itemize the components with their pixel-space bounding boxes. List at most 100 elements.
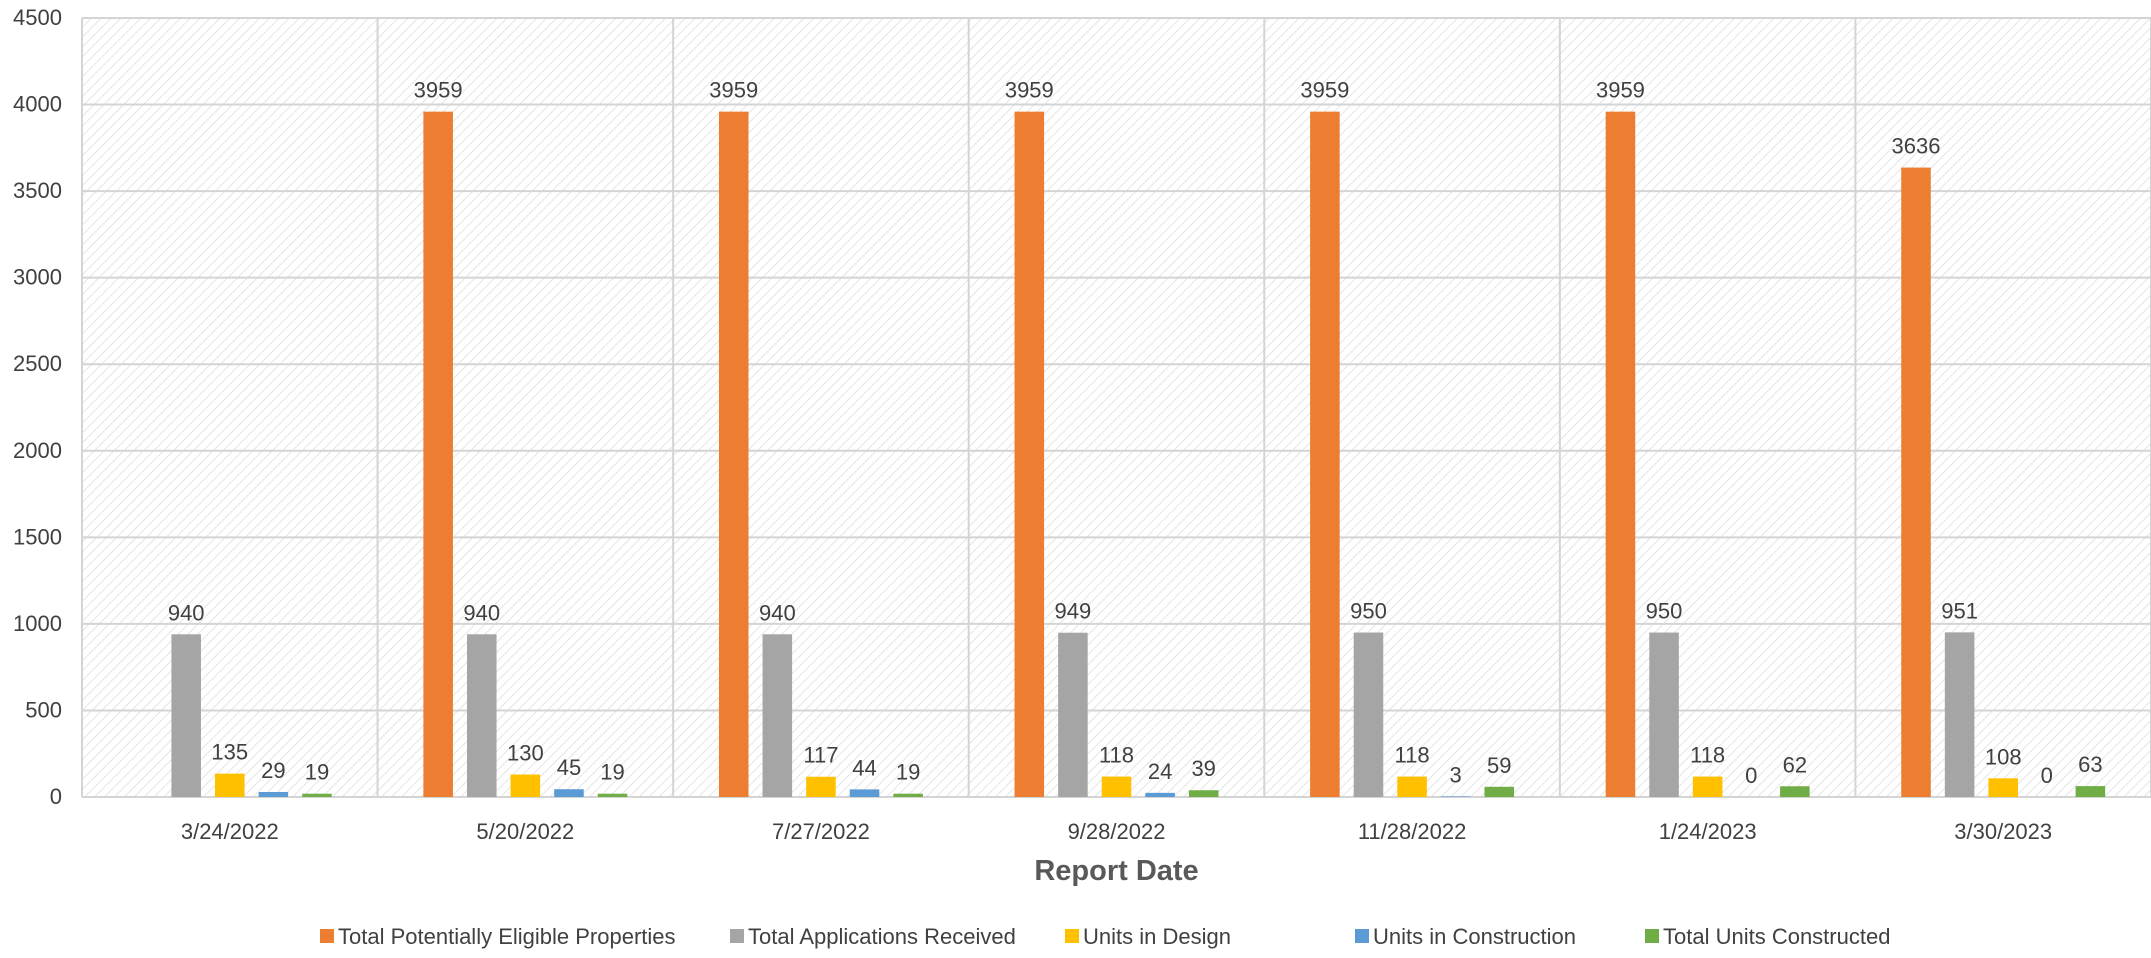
bar [510, 774, 541, 797]
bar [1397, 776, 1427, 797]
y-tick-label: 3500 [13, 178, 62, 203]
legend: Total Potentially Eligible Properties Tot… [320, 924, 1890, 949]
x-tick-label: 1/24/2023 [1659, 819, 1757, 844]
y-tick-label: 1500 [13, 524, 62, 549]
bar [1101, 776, 1132, 797]
data-label: 3959 [1300, 78, 1349, 103]
data-label: 0 [1745, 763, 1757, 788]
data-label: 3 [1450, 762, 1462, 787]
x-tick-label: 11/28/2022 [1358, 819, 1466, 844]
bar [1484, 786, 1515, 797]
data-label: 3959 [1005, 78, 1054, 103]
x-tick-label: 5/20/2022 [476, 819, 574, 844]
data-label: 949 [1055, 599, 1092, 624]
plot-area-background [82, 18, 2151, 797]
bar [215, 773, 245, 797]
data-label: 19 [600, 760, 624, 785]
legend-swatch [1645, 929, 1659, 943]
bar [1692, 776, 1723, 797]
bar [1058, 632, 1088, 797]
bar [466, 634, 497, 797]
x-tick-label: 7/27/2022 [772, 819, 870, 844]
y-axis-tick-labels: 0 500 1000 1500 2000 2500 3000 3500 4000 4500 [13, 5, 62, 809]
x-tick-label: 3/24/2022 [181, 819, 279, 844]
legend-swatch [1065, 929, 1079, 943]
legend-item: Total Units Constructed [1645, 924, 1890, 949]
bar [554, 789, 584, 797]
data-label: 29 [261, 758, 285, 783]
y-tick-label: 3000 [13, 265, 62, 290]
bar [1605, 111, 1636, 797]
bars [171, 111, 2106, 797]
data-label: 62 [1783, 752, 1807, 777]
bar [597, 793, 628, 797]
data-label: 118 [1395, 743, 1430, 768]
y-tick-label: 500 [25, 697, 62, 722]
bar [893, 793, 923, 797]
x-axis-tick-labels: 3/24/2022 5/20/2022 7/27/2022 9/28/2022 11/2… [181, 819, 2052, 844]
bar [1649, 632, 1679, 797]
data-label: 45 [557, 755, 581, 780]
data-label: 940 [759, 600, 796, 625]
legend-item: Total Potentially Eligible Properties [320, 924, 676, 949]
bar [1353, 632, 1384, 797]
legend-swatch [730, 929, 744, 943]
data-label: 3959 [1596, 78, 1645, 103]
data-label: 59 [1487, 753, 1511, 778]
data-label: 108 [1985, 744, 2022, 769]
data-label: 951 [1941, 598, 1978, 623]
data-label: 118 [1690, 743, 1725, 768]
bar [171, 634, 201, 797]
legend-item: Units in Construction [1355, 924, 1576, 949]
data-label: 0 [2041, 763, 2053, 788]
bar [1780, 786, 1810, 797]
bar [718, 111, 749, 797]
data-label: 44 [852, 755, 876, 780]
y-tick-label: 1000 [13, 611, 62, 636]
legend-label: Total Units Constructed [1663, 924, 1890, 949]
bar [2075, 786, 2106, 797]
bar [302, 793, 332, 797]
data-label: 118 [1099, 743, 1134, 768]
legend-swatch [320, 929, 334, 943]
bar [806, 776, 836, 797]
bar [1944, 632, 1975, 797]
x-axis-title: Report Date [1034, 855, 1198, 887]
bar [849, 789, 880, 797]
y-tick-label: 4500 [13, 5, 62, 30]
bar [1310, 111, 1340, 797]
bar [1440, 796, 1471, 797]
bar [1014, 111, 1045, 797]
data-label: 19 [896, 760, 920, 785]
bar [1145, 792, 1175, 797]
legend-label: Units in Construction [1373, 924, 1576, 949]
legend-swatch [1355, 929, 1369, 943]
y-tick-label: 2000 [13, 438, 62, 463]
data-label: 24 [1148, 759, 1172, 784]
bar [762, 634, 793, 797]
bar [1188, 790, 1219, 797]
data-label: 950 [1646, 599, 1683, 624]
bar [258, 791, 289, 797]
legend-label: Total Applications Received [748, 924, 1016, 949]
legend-label: Total Potentially Eligible Properties [338, 924, 676, 949]
data-label: 63 [2078, 752, 2102, 777]
y-tick-label: 0 [50, 784, 62, 809]
data-label: 3959 [414, 78, 463, 103]
y-tick-label: 2500 [13, 351, 62, 376]
x-tick-label: 9/28/2022 [1068, 819, 1166, 844]
data-label: 130 [507, 740, 544, 765]
legend-item: Total Applications Received [730, 924, 1016, 949]
data-label: 19 [305, 760, 329, 785]
bar [1988, 778, 2018, 797]
data-label: 940 [168, 600, 205, 625]
legend-item: Units in Design [1065, 924, 1231, 949]
data-label: 3636 [1892, 134, 1941, 159]
bar [1901, 167, 1931, 797]
data-label: 3959 [709, 78, 758, 103]
bar [423, 111, 453, 797]
data-label: 940 [463, 600, 500, 625]
data-label: 39 [1191, 756, 1215, 781]
